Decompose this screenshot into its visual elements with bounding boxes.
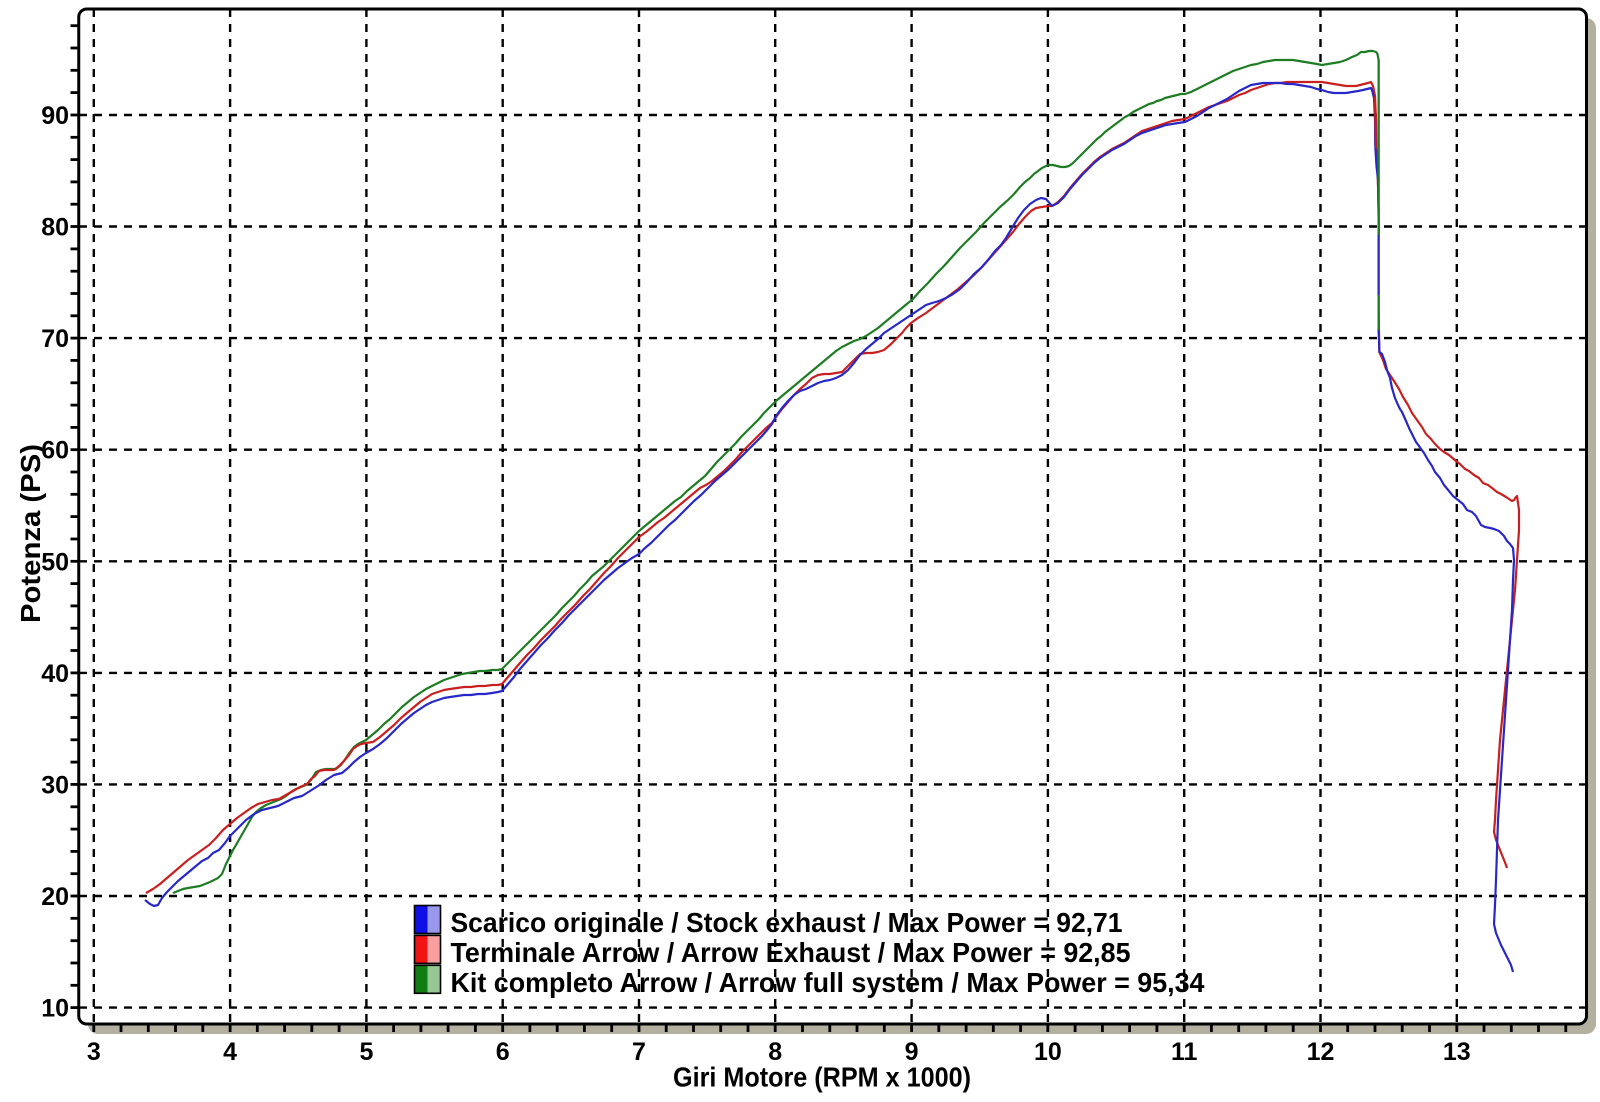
svg-text:11: 11	[1171, 1038, 1198, 1066]
svg-text:5: 5	[359, 1038, 373, 1066]
svg-text:12: 12	[1307, 1038, 1335, 1066]
svg-text:40: 40	[41, 660, 69, 688]
svg-text:9: 9	[905, 1038, 919, 1066]
svg-text:8: 8	[768, 1038, 782, 1066]
svg-text:7: 7	[632, 1038, 646, 1066]
svg-text:Potenza (PS): Potenza (PS)	[15, 444, 46, 623]
svg-text:20: 20	[41, 883, 69, 911]
svg-text:Terminale Arrow / Arrow Exhaus: Terminale Arrow / Arrow Exhaust / Max Po…	[451, 937, 1131, 968]
svg-text:50: 50	[41, 548, 69, 576]
svg-text:Kit completo Arrow / Arrow ful: Kit completo Arrow / Arrow full system /…	[451, 967, 1205, 998]
svg-text:Giri Motore (RPM x 1000): Giri Motore (RPM x 1000)	[673, 1062, 971, 1093]
svg-text:Scarico originale / Stock exha: Scarico originale / Stock exhaust / Max …	[451, 907, 1123, 938]
svg-text:3: 3	[87, 1038, 101, 1066]
svg-text:10: 10	[1034, 1038, 1062, 1066]
svg-text:80: 80	[41, 214, 69, 242]
svg-text:60: 60	[41, 437, 69, 465]
svg-text:13: 13	[1443, 1038, 1471, 1066]
svg-text:10: 10	[41, 995, 69, 1023]
svg-text:4: 4	[223, 1038, 237, 1066]
svg-text:6: 6	[496, 1038, 510, 1066]
svg-text:30: 30	[41, 771, 69, 799]
svg-text:70: 70	[41, 325, 69, 353]
svg-text:90: 90	[41, 102, 69, 130]
